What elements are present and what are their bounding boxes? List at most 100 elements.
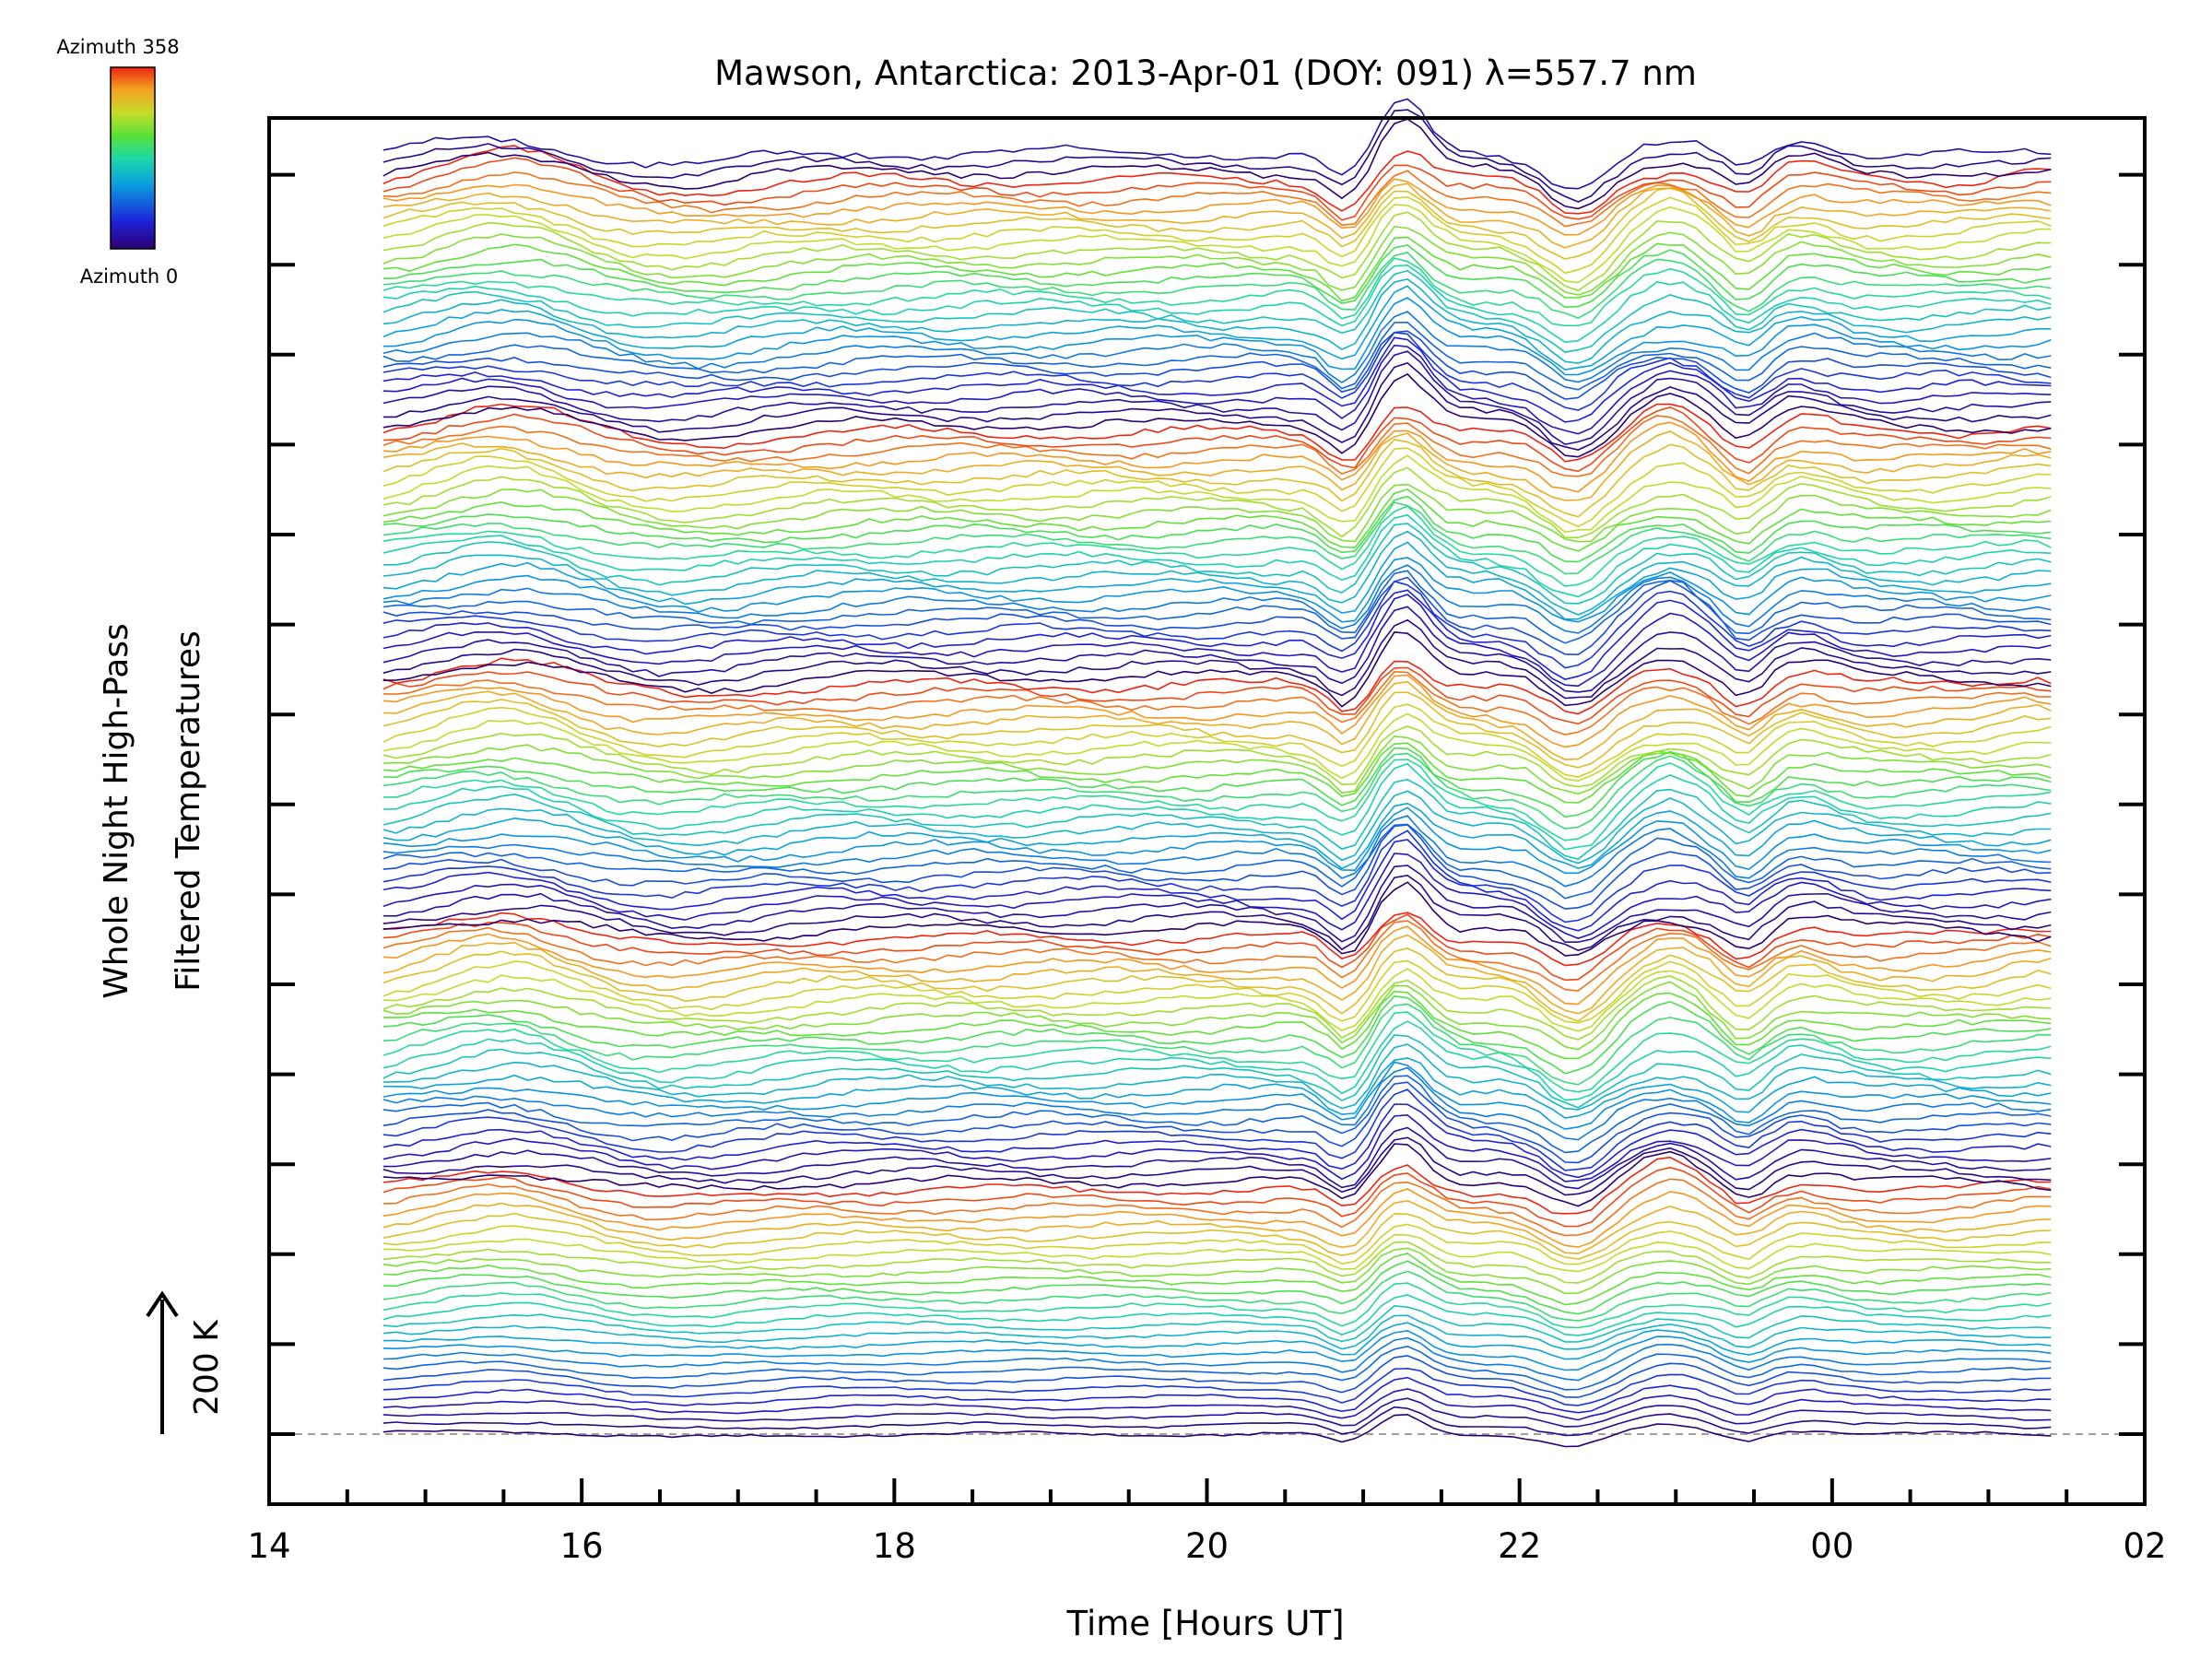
series-line	[382, 1233, 2052, 1273]
series-line	[382, 439, 2052, 518]
series-line	[382, 1304, 2052, 1343]
y-ticks	[269, 172, 2145, 1436]
series-line	[382, 823, 2052, 900]
series-line	[382, 331, 2052, 411]
series-line	[382, 372, 2052, 458]
scale-bar-label: 200 K	[188, 1319, 226, 1416]
series-line	[382, 277, 2052, 364]
series-line	[382, 735, 2052, 795]
series-line	[382, 725, 2052, 788]
chart-title: Mawson, Antarctica: 2013-Apr-01 (DOY: 09…	[714, 53, 1697, 93]
series-line	[382, 691, 2052, 769]
series-line	[382, 257, 2052, 327]
series-line	[382, 1043, 2052, 1111]
y-axis-label: Whole Night High-Pass Filtered Temperatu…	[98, 623, 207, 999]
series-line	[382, 1188, 2052, 1248]
series-line	[382, 1322, 2052, 1360]
series-line	[382, 1223, 2052, 1265]
series-line	[382, 742, 2052, 804]
series-line	[382, 912, 2052, 967]
series-line	[382, 1061, 2052, 1130]
x-tick-label: 00	[1810, 1526, 1853, 1566]
series-line	[382, 618, 2052, 700]
series-line	[382, 920, 2052, 992]
series-line	[382, 1355, 2052, 1398]
colorbar-top-label: Azimuth 358	[56, 36, 179, 58]
series-line	[382, 1314, 2052, 1350]
series-line	[382, 501, 2052, 575]
series-line	[382, 285, 2052, 371]
series-line	[382, 990, 2052, 1060]
series-line	[382, 1329, 2052, 1371]
x-tick-label: 02	[2123, 1526, 2166, 1566]
series-line	[382, 98, 2052, 190]
y-axis-label-line-2: Filtered Temperatures	[170, 630, 207, 992]
series-line	[382, 703, 2052, 778]
series-line	[382, 778, 2052, 861]
series-line	[382, 557, 2052, 623]
series-line	[382, 297, 2052, 376]
series-line	[382, 670, 2052, 735]
series-line	[382, 1345, 2052, 1391]
series-line	[382, 178, 2052, 236]
series-line	[382, 483, 2052, 543]
series-line	[382, 824, 2052, 910]
colorbar-bottom-label: Azimuth 0	[80, 265, 179, 288]
series-line	[382, 968, 2052, 1032]
series-line	[382, 170, 2052, 228]
series-line	[382, 513, 2052, 598]
series-line	[382, 570, 2052, 644]
series-line	[382, 1081, 2052, 1164]
series-line	[382, 225, 2052, 296]
series-line	[382, 1113, 2052, 1182]
series-line	[382, 1136, 2052, 1196]
series-line	[382, 806, 2052, 875]
series-line	[382, 674, 2052, 748]
series-line	[382, 759, 2052, 841]
series-line	[382, 1034, 2052, 1109]
series-line	[382, 1057, 2052, 1119]
series-line	[382, 994, 2052, 1075]
series-line	[382, 269, 2052, 353]
x-axis-label: Time [Hours UT]	[1065, 1604, 1344, 1643]
series-line	[382, 830, 2052, 924]
series-line	[382, 430, 2052, 501]
series-line	[382, 853, 2052, 939]
series-line	[382, 947, 2052, 1022]
series-line	[382, 350, 2052, 446]
series-line	[382, 204, 2052, 284]
series-line	[382, 1075, 2052, 1154]
series-line	[382, 747, 2052, 818]
series-line	[382, 236, 2052, 302]
series-line	[382, 195, 2052, 275]
series-line	[382, 1247, 2052, 1295]
series-line	[382, 865, 2052, 944]
series-line	[382, 564, 2052, 634]
series-line	[382, 182, 2052, 249]
series-line	[382, 790, 2052, 865]
series-line	[382, 594, 2052, 688]
series-line	[382, 1088, 2052, 1171]
series-line	[382, 1270, 2052, 1322]
series-line	[382, 311, 2052, 384]
series-line	[382, 839, 2052, 932]
colorbar: Azimuth 358 Azimuth 0	[56, 36, 179, 288]
series-line	[382, 330, 2052, 400]
series-line	[382, 211, 2052, 292]
series-line	[382, 1294, 2052, 1336]
series-line	[382, 881, 2052, 957]
series-line	[382, 1367, 2052, 1406]
series-line	[382, 1260, 2052, 1315]
series-line	[382, 631, 2052, 708]
series-line	[382, 1253, 2052, 1306]
series-line	[382, 1156, 2052, 1215]
series-line	[382, 1388, 2052, 1421]
series-line	[382, 1003, 2052, 1086]
x-tick-label: 20	[1185, 1526, 1229, 1566]
series-line	[382, 1126, 2052, 1190]
series-line	[382, 934, 2052, 1015]
series-line	[382, 244, 2052, 309]
series-line	[382, 802, 2052, 870]
series-line	[382, 712, 2052, 782]
